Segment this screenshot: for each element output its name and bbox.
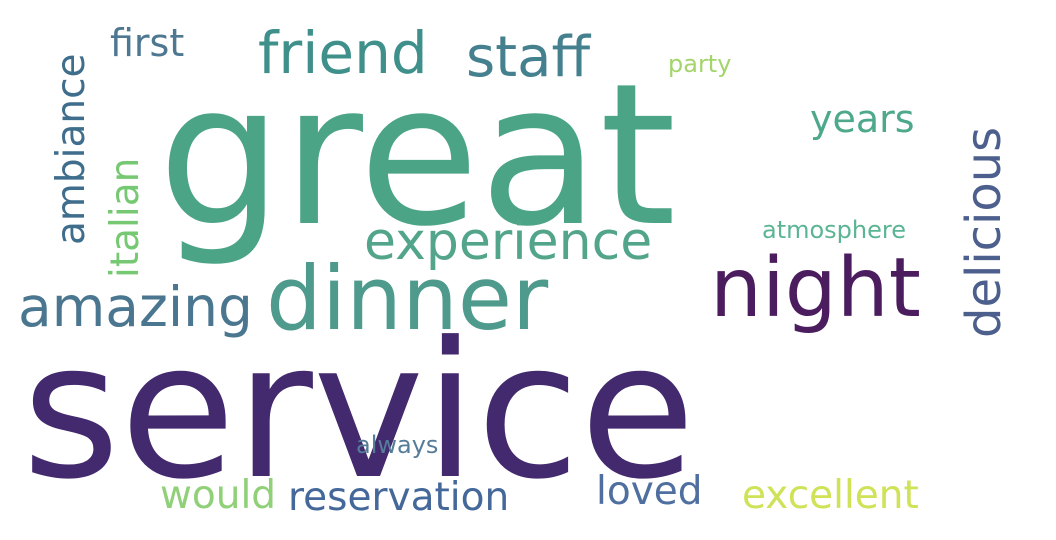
word-great: great — [158, 42, 677, 270]
word-italian: italian — [103, 157, 148, 278]
word-party: party — [668, 50, 732, 78]
word-years: years — [810, 97, 915, 141]
word-friend: friend — [258, 19, 428, 87]
word-experience: experience — [364, 212, 653, 272]
word-delicious: delicious — [956, 126, 1012, 338]
word-staff: staff — [466, 25, 591, 90]
word-ambiance: ambiance — [49, 53, 94, 245]
word-excellent: excellent — [742, 473, 919, 518]
word-service: service — [22, 302, 696, 521]
word-first: first — [110, 21, 185, 65]
word-amazing: amazing — [18, 275, 253, 339]
word-dinner: dinner — [266, 247, 549, 350]
word-loved: loved — [596, 469, 703, 514]
word-atmosphere: atmosphere — [762, 216, 906, 244]
word-would: would — [160, 473, 277, 518]
word-always: always — [356, 431, 439, 459]
word-night: night — [710, 241, 921, 336]
word-reservation: reservation — [288, 475, 510, 520]
